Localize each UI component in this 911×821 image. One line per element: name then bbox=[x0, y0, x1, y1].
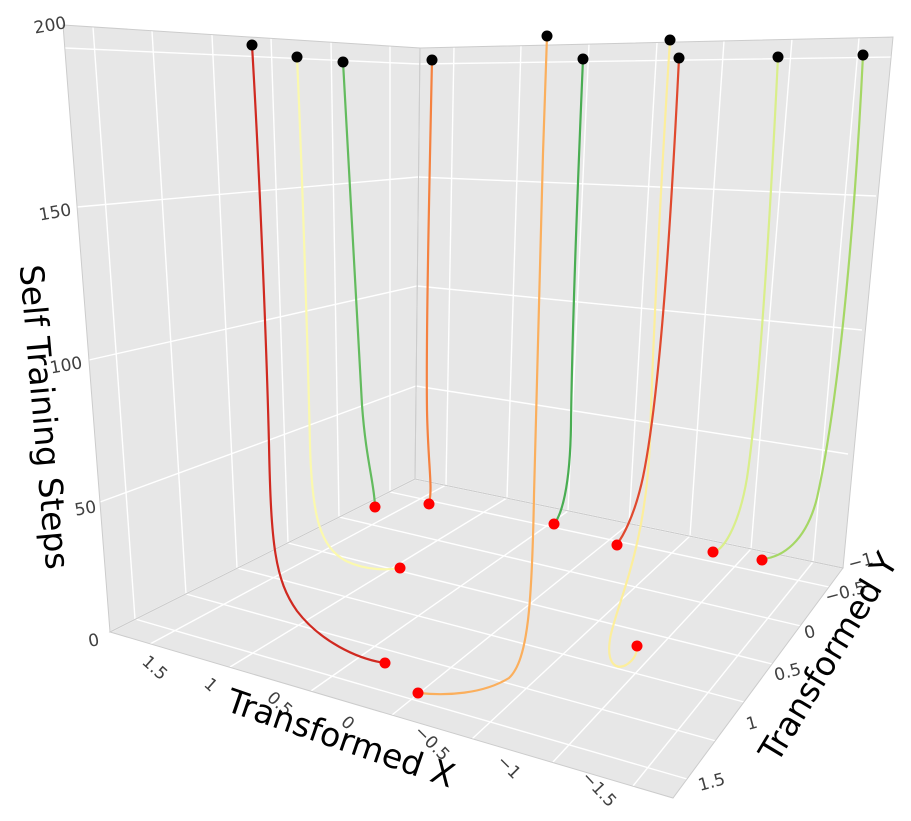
start-point-marker bbox=[756, 554, 768, 566]
x-tick-label: 1.5 bbox=[138, 652, 171, 685]
x-tick-label: −1 bbox=[493, 752, 525, 784]
grid-line bbox=[812, 37, 860, 563]
grid-line bbox=[632, 561, 814, 787]
y-tick-label: 0 bbox=[802, 622, 818, 644]
floor-edge bbox=[108, 478, 844, 799]
grid-line bbox=[628, 42, 658, 525]
trajectories bbox=[250, 34, 865, 696]
start-point-marker bbox=[423, 498, 435, 510]
floor-gridlines bbox=[134, 484, 830, 787]
right-wall-gridlines bbox=[445, 37, 860, 563]
start-point-marker bbox=[548, 518, 560, 530]
grid-line bbox=[64, 47, 892, 65]
end-point-marker bbox=[664, 34, 676, 46]
trajectory-path-2 bbox=[295, 55, 402, 571]
grid-line bbox=[471, 535, 691, 740]
trajectory-path-8 bbox=[615, 56, 681, 546]
grid-line bbox=[330, 41, 340, 518]
start-point-marker bbox=[631, 640, 643, 652]
grid-line bbox=[76, 176, 877, 208]
floor-pane bbox=[110, 479, 843, 798]
z-axis-label: Self Training Steps bbox=[12, 263, 77, 571]
end-point-marker bbox=[541, 30, 553, 42]
grid-line bbox=[506, 45, 522, 499]
grid-line bbox=[338, 516, 802, 627]
end-markers bbox=[246, 30, 869, 68]
grid-line bbox=[151, 30, 187, 595]
grid-line bbox=[445, 46, 455, 486]
start-point-marker bbox=[611, 539, 623, 551]
trajectory-path-6 bbox=[553, 57, 585, 525]
end-point-marker bbox=[673, 52, 685, 64]
x-tick-label: 1 bbox=[200, 674, 221, 696]
start-point-marker bbox=[369, 501, 381, 513]
grid-line bbox=[389, 491, 830, 588]
trajectory-path-3 bbox=[341, 60, 377, 508]
start-point-marker bbox=[394, 562, 406, 574]
trajectory-path-10 bbox=[761, 53, 865, 561]
grid-line bbox=[270, 37, 289, 544]
grid-line bbox=[134, 618, 688, 780]
z-tick-label: 50 bbox=[73, 497, 98, 520]
z-tick-label: 0 bbox=[87, 630, 101, 652]
panes bbox=[63, 25, 893, 798]
left-wall-gridlines bbox=[92, 26, 391, 620]
grid-line bbox=[92, 26, 136, 620]
left-wall-pane bbox=[63, 25, 420, 632]
grid-line bbox=[236, 567, 745, 703]
grid-line bbox=[552, 548, 752, 763]
end-point-marker bbox=[291, 51, 303, 63]
grid-line bbox=[391, 523, 630, 716]
grid-line bbox=[229, 497, 508, 668]
pane-edges bbox=[62, 24, 894, 799]
right-wall-pane bbox=[415, 37, 893, 568]
grid-line bbox=[149, 484, 447, 645]
end-point-marker bbox=[337, 56, 349, 68]
z-tick-label: 150 bbox=[37, 200, 72, 225]
start-point-marker bbox=[412, 687, 424, 699]
trajectory-path-1 bbox=[250, 43, 387, 665]
trajectory-path-5 bbox=[417, 34, 549, 696]
grid-line bbox=[211, 34, 238, 569]
trajectory-path-4 bbox=[425, 58, 434, 505]
grid-line bbox=[185, 593, 717, 742]
end-point-marker bbox=[772, 51, 784, 63]
start-markers bbox=[369, 498, 768, 699]
start-point-marker bbox=[707, 546, 719, 558]
grid-line bbox=[750, 38, 793, 550]
z-tick-label: 200 bbox=[32, 13, 67, 38]
end-point-marker bbox=[246, 39, 258, 51]
start-point-marker bbox=[379, 657, 391, 669]
z-tick-labels: 200 150 100 50 0 bbox=[32, 13, 100, 652]
end-point-marker bbox=[577, 53, 589, 65]
trajectory-path-7 bbox=[608, 38, 672, 668]
end-point-marker bbox=[426, 54, 438, 66]
trajectory-path-9 bbox=[712, 55, 780, 554]
y-tick-label: 1 bbox=[744, 713, 760, 735]
y-tick-label: 1.5 bbox=[696, 770, 727, 796]
grid-line bbox=[689, 40, 725, 537]
end-point-marker bbox=[857, 49, 869, 61]
grid-line bbox=[310, 510, 569, 692]
